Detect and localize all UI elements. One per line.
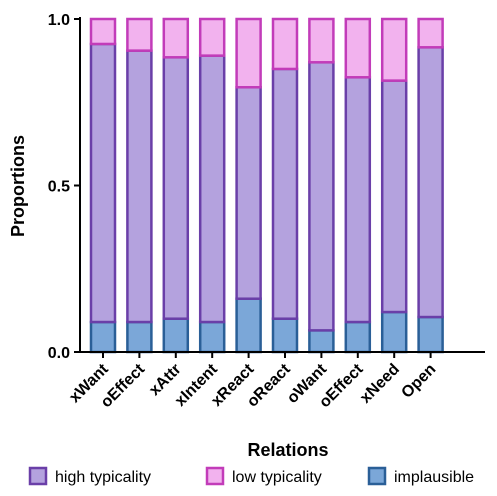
bar-low-typicality-1	[126, 17, 153, 52]
bar-high-typicality-8	[380, 79, 408, 314]
bar-low-typicality-0	[89, 17, 117, 46]
bar-implausible-4	[235, 297, 262, 354]
bar-implausible-3	[198, 320, 226, 354]
bar-low-typicality-4	[235, 17, 262, 89]
y-axis-title: Proportions	[8, 135, 28, 237]
bar-low-typicality-3	[198, 17, 226, 57]
legend-swatch-implausible	[367, 466, 387, 486]
bar-low-typicality-9	[417, 17, 444, 49]
bar-implausible-9	[417, 315, 444, 354]
bar-high-typicality-3	[198, 54, 226, 324]
bar-low-typicality-7	[344, 17, 372, 79]
bar-low-typicality-2	[162, 17, 190, 59]
bar-implausible-8	[380, 310, 408, 354]
bar-implausible-6	[308, 329, 335, 354]
legend: high typicality low typicality implausible	[28, 466, 474, 486]
bar-high-typicality-6	[308, 61, 335, 332]
legend-swatch-low-typicality	[205, 466, 225, 486]
bar-high-typicality-0	[89, 42, 117, 324]
bar-high-typicality-7	[344, 76, 372, 324]
x-tick-label-9: Open	[398, 361, 439, 402]
x-tick-label-8: xNeed	[357, 361, 403, 407]
bars-group	[89, 17, 444, 354]
x-axis: xWantoEffectxAttrxIntentxReactoReactoWan…	[66, 351, 485, 411]
legend-swatch-high-typicality	[28, 466, 48, 486]
bar-low-typicality-8	[380, 17, 408, 82]
bar-implausible-0	[89, 320, 117, 354]
legend-label-low-typicality: low typicality	[232, 469, 322, 486]
y-tick-label-0: 0.0	[48, 345, 70, 362]
legend-label-high-typicality: high typicality	[55, 469, 151, 486]
bar-low-typicality-5	[271, 17, 299, 71]
x-axis-title: Relations	[247, 440, 328, 460]
bar-low-typicality-6	[308, 17, 335, 64]
bar-high-typicality-4	[235, 86, 262, 300]
bar-implausible-7	[344, 320, 372, 354]
bar-implausible-1	[126, 320, 153, 354]
bar-high-typicality-5	[271, 67, 299, 320]
bar-high-typicality-1	[126, 49, 153, 324]
bar-implausible-5	[271, 317, 299, 354]
bar-high-typicality-2	[162, 56, 190, 320]
y-tick-label-1: 0.5	[48, 179, 70, 196]
y-axis: 0.0 0.5 1.0	[48, 12, 81, 362]
bar-high-typicality-9	[417, 46, 444, 319]
bar-implausible-2	[162, 317, 190, 354]
y-tick-label-2: 1.0	[48, 12, 70, 29]
legend-label-implausible: implausible	[394, 469, 474, 486]
